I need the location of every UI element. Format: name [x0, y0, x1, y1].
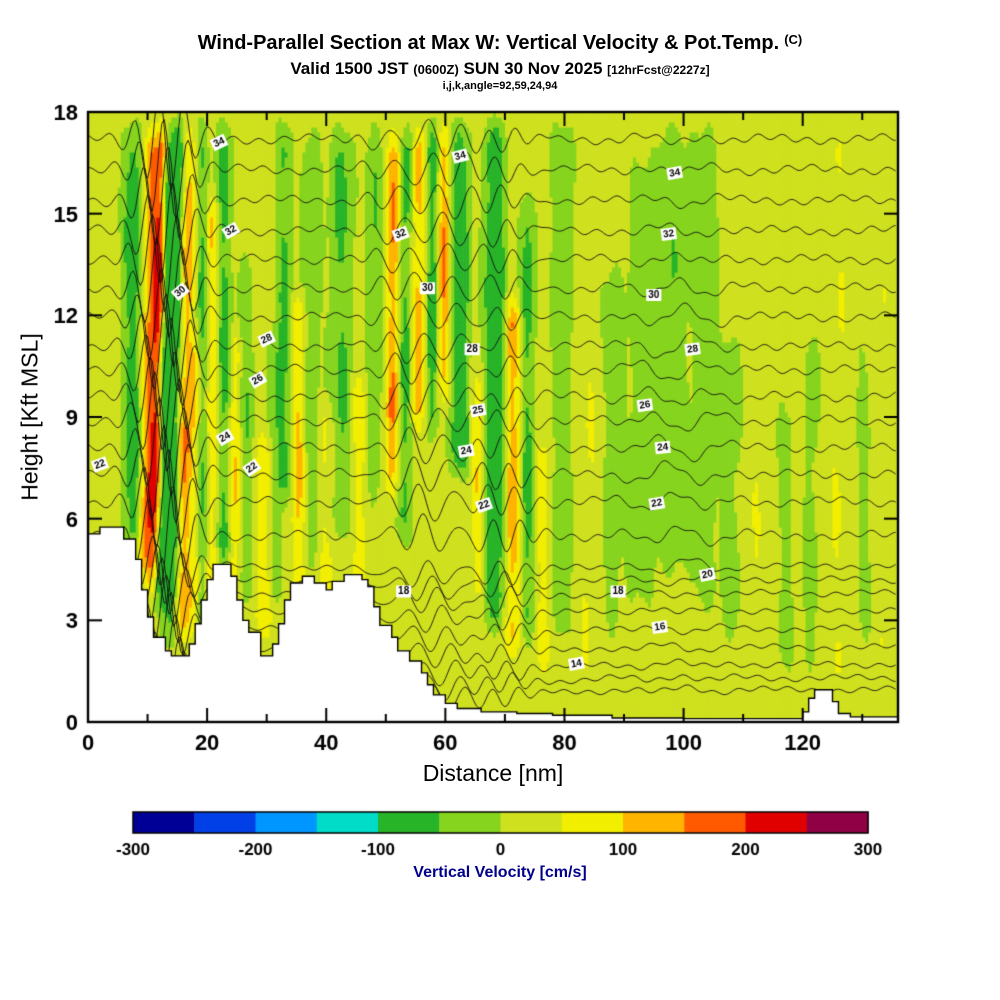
zulu-time-label: (0600Z)	[413, 62, 459, 77]
chart-title-unit: (C)	[784, 32, 803, 47]
colorbar-title: Vertical Velocity [cm/s]	[413, 864, 587, 881]
x-axis-title: Distance [nm]	[422, 760, 564, 786]
chart-title: Wind-Parallel Section at Max W: Vertical…	[0, 32, 1000, 55]
grid-info-label: i,j,k,angle=92,59,24,94	[442, 80, 558, 92]
valid-time-label: Valid 1500 JST	[290, 59, 414, 78]
chart-title-text: Wind-Parallel Section at Max W: Vertical…	[197, 32, 780, 54]
forecast-info-label: [12hrFcst@2227z]	[607, 63, 710, 77]
valid-date-label: SUN 30 Nov 2025	[458, 59, 608, 78]
y-axis-title: Height [Kft MSL]	[16, 333, 43, 501]
chart-subtitle: Valid 1500 JST (0600Z) SUN 30 Nov 2025 […	[0, 59, 1000, 79]
